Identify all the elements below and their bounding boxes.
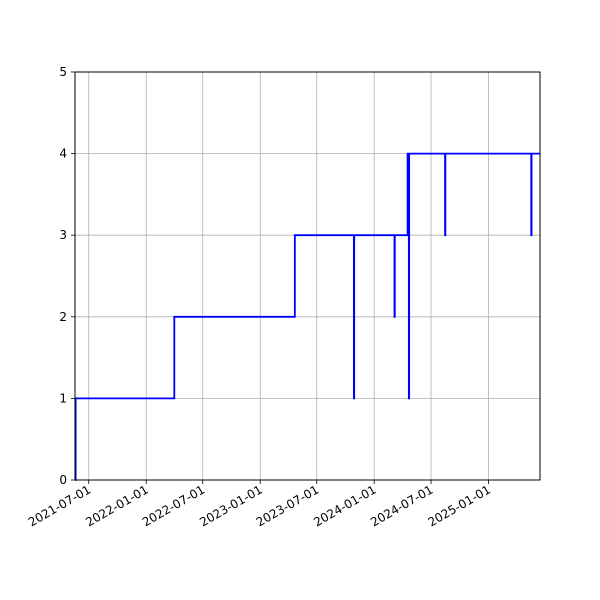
x-tick-label: 2025-01-01 <box>426 482 493 529</box>
y-axis: 0 1 2 3 4 5 <box>59 65 75 487</box>
x-axis: 2021-07-012022-01-012022-07-012023-01-01… <box>26 480 493 529</box>
y-tick-label: 4 <box>59 147 67 161</box>
x-tick-label: 2024-07-01 <box>368 482 435 529</box>
y-tick-label: 0 <box>59 473 67 487</box>
x-tick-label: 2022-01-01 <box>83 482 150 529</box>
y-tick-label: 2 <box>59 310 67 324</box>
series-line-group <box>74 152 540 481</box>
plot-frame <box>74 71 541 481</box>
x-tick-label: 2023-01-01 <box>197 482 264 529</box>
y-tick-label: 3 <box>59 228 67 242</box>
series-line <box>74 152 540 481</box>
y-tick-label: 1 <box>59 391 67 405</box>
x-tick-label: 2021-07-01 <box>26 482 93 529</box>
x-tick-label: 2022-07-01 <box>140 482 207 529</box>
grid <box>75 71 540 481</box>
y-tick-label: 5 <box>59 65 67 79</box>
x-tick-label: 2023-07-01 <box>254 482 321 529</box>
x-tick-label: 2024-01-01 <box>311 482 378 529</box>
